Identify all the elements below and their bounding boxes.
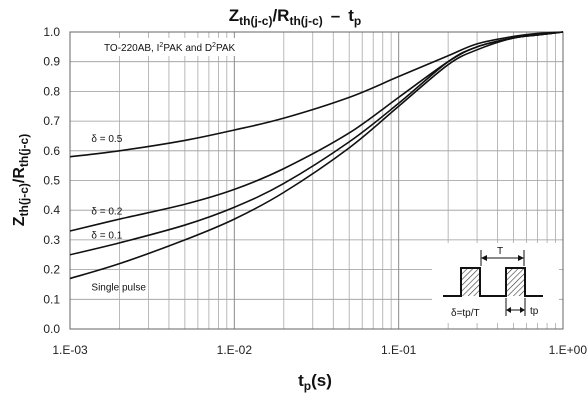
y-tick-label-10: 1.0 <box>43 25 60 39</box>
ylabel-r: /R <box>11 167 28 183</box>
y-tick-label-4: 0.4 <box>43 203 60 217</box>
y-tick-label-0: 0.0 <box>43 322 60 336</box>
package-note-sup1: 2 <box>159 42 163 49</box>
curve-label-1: δ = 0.2 <box>91 207 122 218</box>
x-tick-label-2: 1.E-01 <box>381 343 417 357</box>
title-tp: t <box>348 6 354 25</box>
inset-background <box>432 243 559 323</box>
pulse-1 <box>461 268 480 296</box>
t-arrow-right <box>518 255 524 261</box>
y-tick-label-3: 0.3 <box>43 233 60 247</box>
package-note-a: TO-220AB, I <box>104 43 159 54</box>
y-tick-label-2: 0.2 <box>43 263 60 277</box>
curve-label-3: Single pulse <box>91 282 146 293</box>
pulse-2 <box>506 268 525 296</box>
title-r: /R <box>272 6 289 25</box>
y-tick-label-6: 0.6 <box>43 144 60 158</box>
delta-formula: δ=tp/T <box>451 308 480 319</box>
y-tick-label-5: 0.5 <box>43 174 60 188</box>
pulse-waveform <box>443 267 543 297</box>
tp-arrow-right <box>520 307 525 313</box>
curve-labels: δ = 0.5 δ = 0.2 δ = 0.1 Single pulse <box>91 134 146 294</box>
package-note-c: PAK and D <box>163 43 212 54</box>
curve-0 <box>69 31 564 158</box>
x-tick-label-3: 1.E+00 <box>549 343 587 357</box>
y-tick-label-9: 0.9 <box>43 55 60 69</box>
title-r-sub: th(j-c) <box>289 14 322 28</box>
pulse-inset: T δ=tp/T tp <box>432 243 559 323</box>
y-tick-label-1: 0.1 <box>43 292 60 306</box>
t-label: T <box>497 246 503 257</box>
x-tick-label-1: 1.E-02 <box>217 343 253 357</box>
chart-title: Zth(j-c)/Rth(j-c) – tp <box>229 6 362 28</box>
package-note-box <box>100 38 260 56</box>
curve-label-2: δ = 0.1 <box>91 230 122 241</box>
title-tp-sub: p <box>354 14 361 28</box>
x-tick-label-0: 1.E-03 <box>52 343 88 357</box>
curves <box>69 31 564 280</box>
y-tick-label-7: 0.7 <box>43 114 60 128</box>
curve-3 <box>69 31 564 280</box>
ylabel-r-sub: th(j-c) <box>17 134 31 167</box>
ylabel-z-sub: th(j-c) <box>17 183 31 216</box>
y-tick-label-8: 0.8 <box>43 84 60 98</box>
curve-2 <box>69 31 564 256</box>
title-z: Z <box>229 6 239 25</box>
ylabel-z: Z <box>11 216 28 226</box>
package-note-sup2: 2 <box>212 42 216 49</box>
package-note-e: PAK <box>216 43 236 54</box>
xlabel-unit: (s) <box>311 371 332 390</box>
title-dash: – <box>331 6 340 25</box>
curve-label-0: δ = 0.5 <box>91 134 122 145</box>
x-axis-label: tp(s) <box>298 371 332 393</box>
tp-label: tp <box>530 306 539 317</box>
y-tick-labels: 0.0 0.1 0.2 0.3 0.4 0.5 0.6 0.7 0.8 0.9 1.0 <box>43 25 60 336</box>
xlabel-t-sub: p <box>304 379 311 393</box>
plot-frame <box>69 31 564 330</box>
t-arrow-left <box>481 255 487 261</box>
tp-arrow-left <box>506 307 511 313</box>
package-note: TO-220AB, I2PAK and D2PAK <box>104 42 236 54</box>
xlabel-t: t <box>298 371 304 390</box>
y-axis-label: Zth(j-c)/Rth(j-c) <box>11 134 31 226</box>
title-z-sub: th(j-c) <box>239 14 272 28</box>
x-tick-labels: 1.E-03 1.E-02 1.E-01 1.E+00 <box>52 343 587 357</box>
